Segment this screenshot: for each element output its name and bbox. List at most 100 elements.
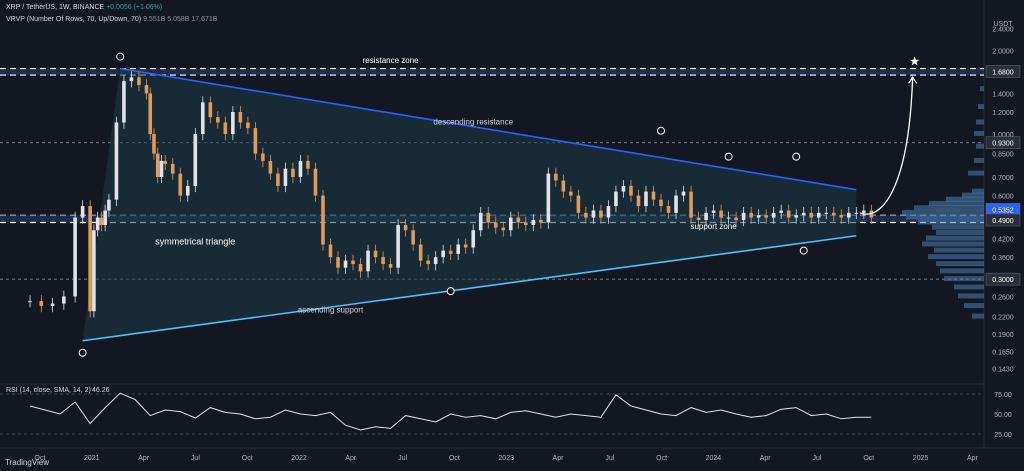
volume-profile-bar [914,205,984,211]
candle-body [621,185,626,192]
candle-body [554,173,558,181]
candle-body [644,191,648,207]
candle-body [99,217,104,226]
candle-body [122,81,126,123]
price-change: +0.0056 (+1.06%) [106,4,163,11]
candle-body [862,210,866,213]
price-axis-tick: 0.4900 [992,218,1014,225]
candle-body [764,215,768,218]
candle-body [441,250,445,258]
price-axis-tick: 0.9300 [992,141,1014,148]
symbol-line: XRP / TetherUS, 1W, BINANCE [6,4,105,11]
candle-body [231,111,235,134]
price-axis-tick: 0.1900 [992,332,1014,339]
time-axis-tick: Apr [760,455,772,462]
volume-profile-bar [962,192,984,198]
time-axis-tick: Jul [813,455,822,462]
candle-body [88,206,92,312]
price-axis-tick: 0.5352 [992,207,1014,214]
candle-body [674,195,678,213]
touch-marker-icon [657,126,666,135]
candle-body [734,217,738,221]
touch-marker-icon [724,152,733,161]
price-axis-tick: 0.3000 [992,277,1014,284]
candle-body [719,210,723,218]
candle-body [448,250,453,254]
vrvp-value-3: 17.671B [191,16,218,23]
touch-marker-icon [799,246,808,255]
candle-body [92,230,96,312]
volume-profile-bar [902,209,984,215]
annotation-support-zone: support zone [690,222,737,231]
candle-body [704,212,708,221]
candle-body [170,163,175,174]
candle-body [418,244,423,261]
time-axis-tick: Apr [553,455,565,462]
candle-body [629,185,633,196]
candle-body [794,215,799,218]
candle-body [336,257,340,268]
candle-body [107,199,111,211]
candle-body [531,220,536,226]
volume-profile-bar [978,104,984,110]
candle-body [433,257,438,265]
candle-body [501,227,506,231]
candle-body [689,191,693,218]
candle-body [463,244,468,248]
candle-body [253,128,258,154]
price-axis-tag [985,272,1021,286]
candle-body [388,264,393,268]
volume-profile-bar [940,268,984,274]
candle-body [306,160,310,169]
price-axis-tick: 0.6000 [992,194,1014,201]
price-axis-tick: 0.1650 [992,349,1014,356]
candle-body [148,93,153,134]
candle-body [381,257,385,265]
price-axis-tick: 0.3600 [992,255,1014,262]
volume-profile-bar [972,313,984,319]
candle-body [95,217,100,231]
touch-marker-icon [792,152,801,161]
candle-body [591,210,596,218]
candle-body [185,185,190,196]
price-axis-tick: 0.1430 [992,367,1014,374]
time-axis-tick: Apr [345,455,357,462]
time-axis-tick: 2023 [498,455,514,462]
candle-body [238,111,243,123]
candle-body [62,296,66,304]
candle-body [163,160,168,164]
triangle-fill [82,68,857,341]
candle-body [614,191,618,207]
candle-body [114,122,119,200]
candle-body [696,217,701,221]
volume-profile-bar [928,254,984,260]
candle-body [28,301,32,303]
price-axis-tick: 1.6800 [992,69,1014,76]
candle-body [396,225,400,268]
candle-body [366,250,370,272]
candle-body [193,133,198,186]
candle-body [539,220,543,223]
volume-profile-bar [946,196,984,202]
candle-body [471,230,476,248]
candle-body [328,244,333,258]
rsi-label: RSI (14, close, SMA, 14, 2) [6,387,91,394]
candle-body [711,210,716,213]
resistance-zone-band [0,68,984,76]
time-axis-tick: 2025 [913,455,929,462]
candle-body [584,212,588,218]
symbol-header: XRP / TetherUS, 1W, BINANCE +0.0056 (+1.… [6,4,162,11]
candle-body [831,212,836,216]
candle-body [508,217,513,231]
time-axis-tick: Oct [35,455,46,462]
candle-body [801,212,806,216]
candle-body [749,212,753,218]
tradingview-logo[interactable]: TradingView [5,458,49,467]
rsi-axis-tick: 75.00 [994,392,1012,399]
candle-body [546,173,551,223]
candle-body [103,210,107,226]
candle-body [576,195,581,213]
time-axis-tick: Jul [605,455,614,462]
volume-profile-bar [929,200,984,206]
